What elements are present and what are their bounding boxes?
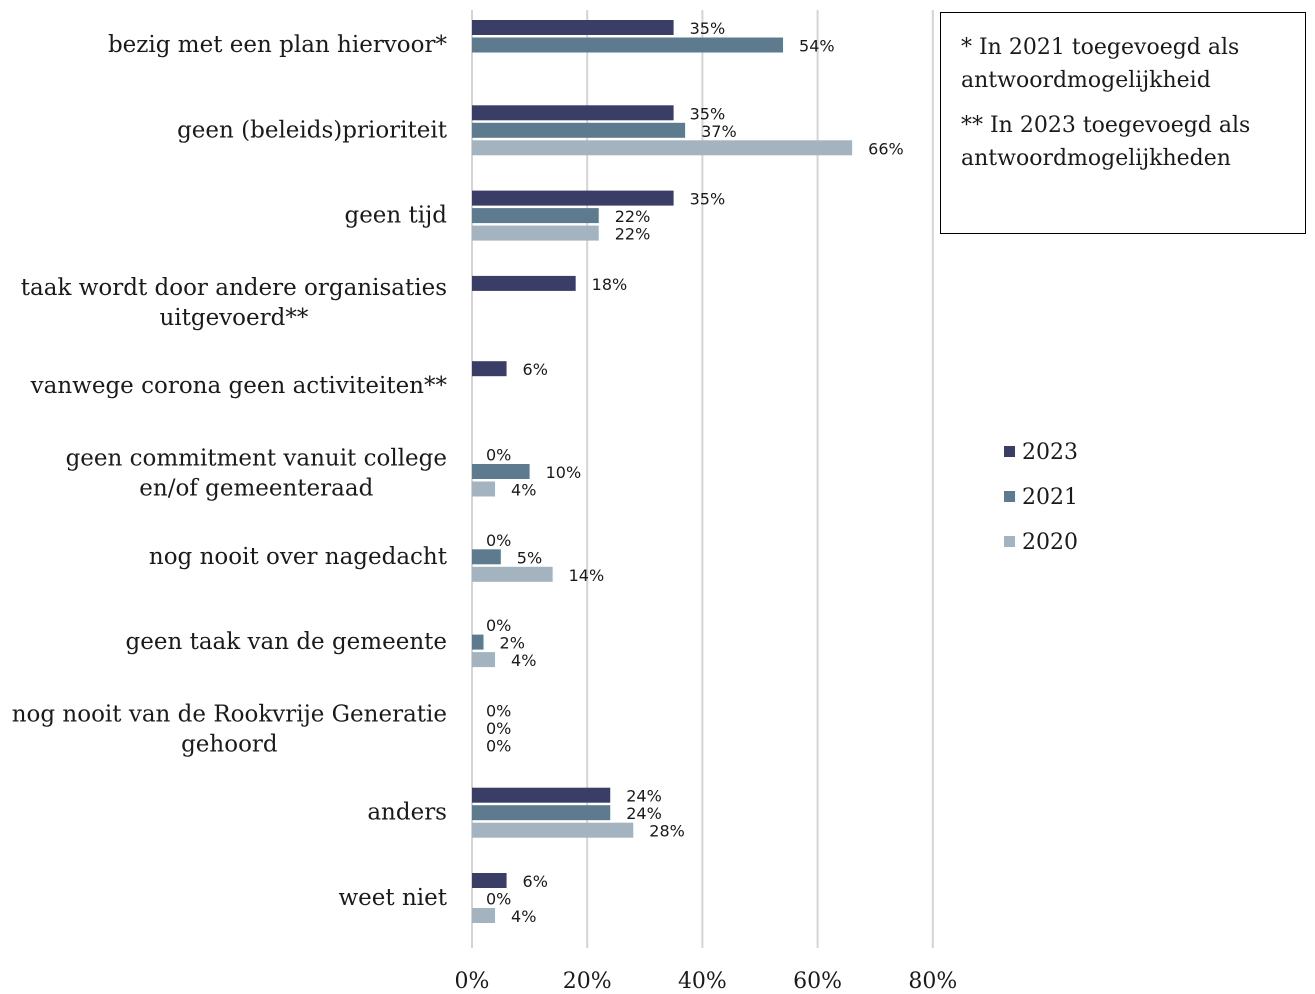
data-label: 4% — [511, 907, 536, 926]
data-label: 10% — [546, 463, 582, 482]
bar-2021 — [472, 805, 611, 821]
bar-2021 — [472, 122, 686, 138]
x-axis-ticks: 0% 20% 40% 60% 80% — [455, 969, 958, 994]
x-tick-label: 60% — [793, 969, 842, 994]
legend-swatch-2020 — [1004, 536, 1015, 547]
category-label: taak wordt door andere organisaties — [21, 275, 447, 301]
data-label: 0% — [486, 701, 511, 720]
data-label: 22% — [615, 225, 651, 244]
data-label: 22% — [615, 207, 651, 226]
data-label: 37% — [701, 122, 737, 141]
bar-2020 — [472, 481, 496, 497]
data-label: 14% — [569, 566, 605, 585]
data-label: 0% — [486, 446, 511, 465]
category-labels: bezig met een plan hiervoor* geen (beleid… — [12, 32, 448, 911]
bar-2023 — [472, 787, 611, 803]
bar-2023 — [472, 873, 507, 888]
data-label: 0% — [486, 736, 511, 755]
data-label: 6% — [523, 360, 548, 379]
data-label: 24% — [626, 804, 662, 823]
legend: 2023 2021 2020 — [1004, 440, 1078, 555]
bar-2023 — [472, 275, 576, 291]
category-label: anders — [367, 800, 447, 826]
legend-swatch-2023 — [1004, 446, 1015, 457]
bar-2020 — [472, 908, 496, 923]
x-tick-label: 0% — [455, 969, 490, 994]
data-label: 0% — [486, 890, 511, 909]
bar-2021 — [472, 464, 530, 479]
x-tick-label: 20% — [563, 969, 612, 994]
footnote-box: * In 2021 toegevoegd als antwoordmogelij… — [940, 12, 1306, 234]
category-label: geen taak van de gemeente — [126, 629, 448, 655]
data-label: 35% — [690, 104, 726, 123]
bar-2020 — [472, 652, 496, 668]
legend-label: 2021 — [1022, 485, 1078, 510]
x-tick-label: 40% — [678, 969, 727, 994]
data-label: 5% — [517, 548, 542, 567]
footnote-2: ** In 2023 toegevoegd als antwoordmogeli… — [961, 113, 1251, 171]
category-label: bezig met een plan hiervoor* — [108, 32, 448, 58]
data-label: 4% — [511, 481, 536, 500]
bar-2020 — [472, 566, 553, 582]
bar-2020 — [472, 822, 634, 838]
category-label: vanwege corona geen activiteiten** — [30, 373, 448, 399]
footnote-1: * In 2021 toegevoegd als antwoordmogelij… — [961, 35, 1240, 93]
data-label: 6% — [523, 872, 548, 891]
category-label: weet niet — [339, 885, 448, 911]
data-label: 28% — [649, 822, 685, 841]
data-label: 2% — [500, 634, 525, 653]
legend-label: 2023 — [1022, 440, 1078, 465]
bar-2021 — [472, 37, 784, 53]
bar-2023 — [472, 361, 507, 377]
legend-swatch-2021 — [1004, 491, 1015, 502]
bar-2020 — [472, 140, 853, 156]
bar-2023 — [472, 190, 674, 206]
category-label: nog nooit over nagedacht — [149, 544, 448, 570]
category-label: en/of gemeenteraad — [139, 476, 373, 502]
bar-2020 — [472, 225, 599, 241]
bar-2021 — [472, 549, 501, 565]
data-label: 4% — [511, 651, 536, 670]
data-label: 35% — [690, 190, 726, 209]
data-labels: 35%54%35%37%66%35%22%22%18%6%0%10%4%0%5%… — [486, 19, 904, 926]
data-label: 0% — [486, 719, 511, 738]
category-label: gehoord — [181, 731, 278, 757]
bar-2023 — [472, 20, 674, 35]
data-label: 0% — [486, 616, 511, 635]
data-label: 24% — [626, 787, 662, 806]
bar-2023 — [472, 105, 674, 121]
legend-label: 2020 — [1022, 530, 1078, 555]
data-label: 0% — [486, 531, 511, 550]
category-label: geen (beleids)prioriteit — [177, 117, 448, 143]
x-tick-label: 80% — [908, 969, 957, 994]
category-label: uitgevoerd** — [159, 305, 308, 331]
category-label: nog nooit van de Rookvrije Generatie — [12, 701, 447, 727]
bars — [472, 20, 853, 923]
data-label: 35% — [690, 19, 726, 38]
data-label: 18% — [592, 275, 628, 294]
category-label: geen commitment vanuit college — [66, 446, 447, 472]
data-label: 54% — [799, 37, 835, 56]
data-label: 66% — [868, 139, 904, 158]
bar-2021 — [472, 208, 599, 224]
bar-2021 — [472, 634, 484, 650]
category-label: geen tijd — [344, 203, 447, 229]
